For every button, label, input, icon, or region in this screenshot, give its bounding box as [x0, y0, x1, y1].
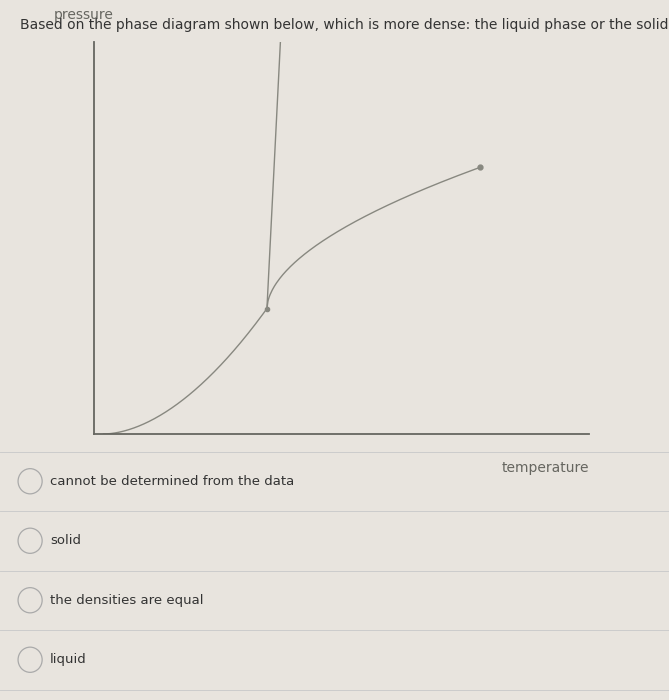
Text: the densities are equal: the densities are equal: [50, 594, 203, 607]
Text: liquid: liquid: [50, 653, 87, 666]
Text: temperature: temperature: [501, 461, 589, 475]
Text: pressure: pressure: [54, 8, 114, 22]
Text: Based on the phase diagram shown below, which is more dense: the liquid phase or: Based on the phase diagram shown below, …: [20, 18, 669, 32]
Text: solid: solid: [50, 534, 81, 547]
Text: cannot be determined from the data: cannot be determined from the data: [50, 475, 294, 488]
